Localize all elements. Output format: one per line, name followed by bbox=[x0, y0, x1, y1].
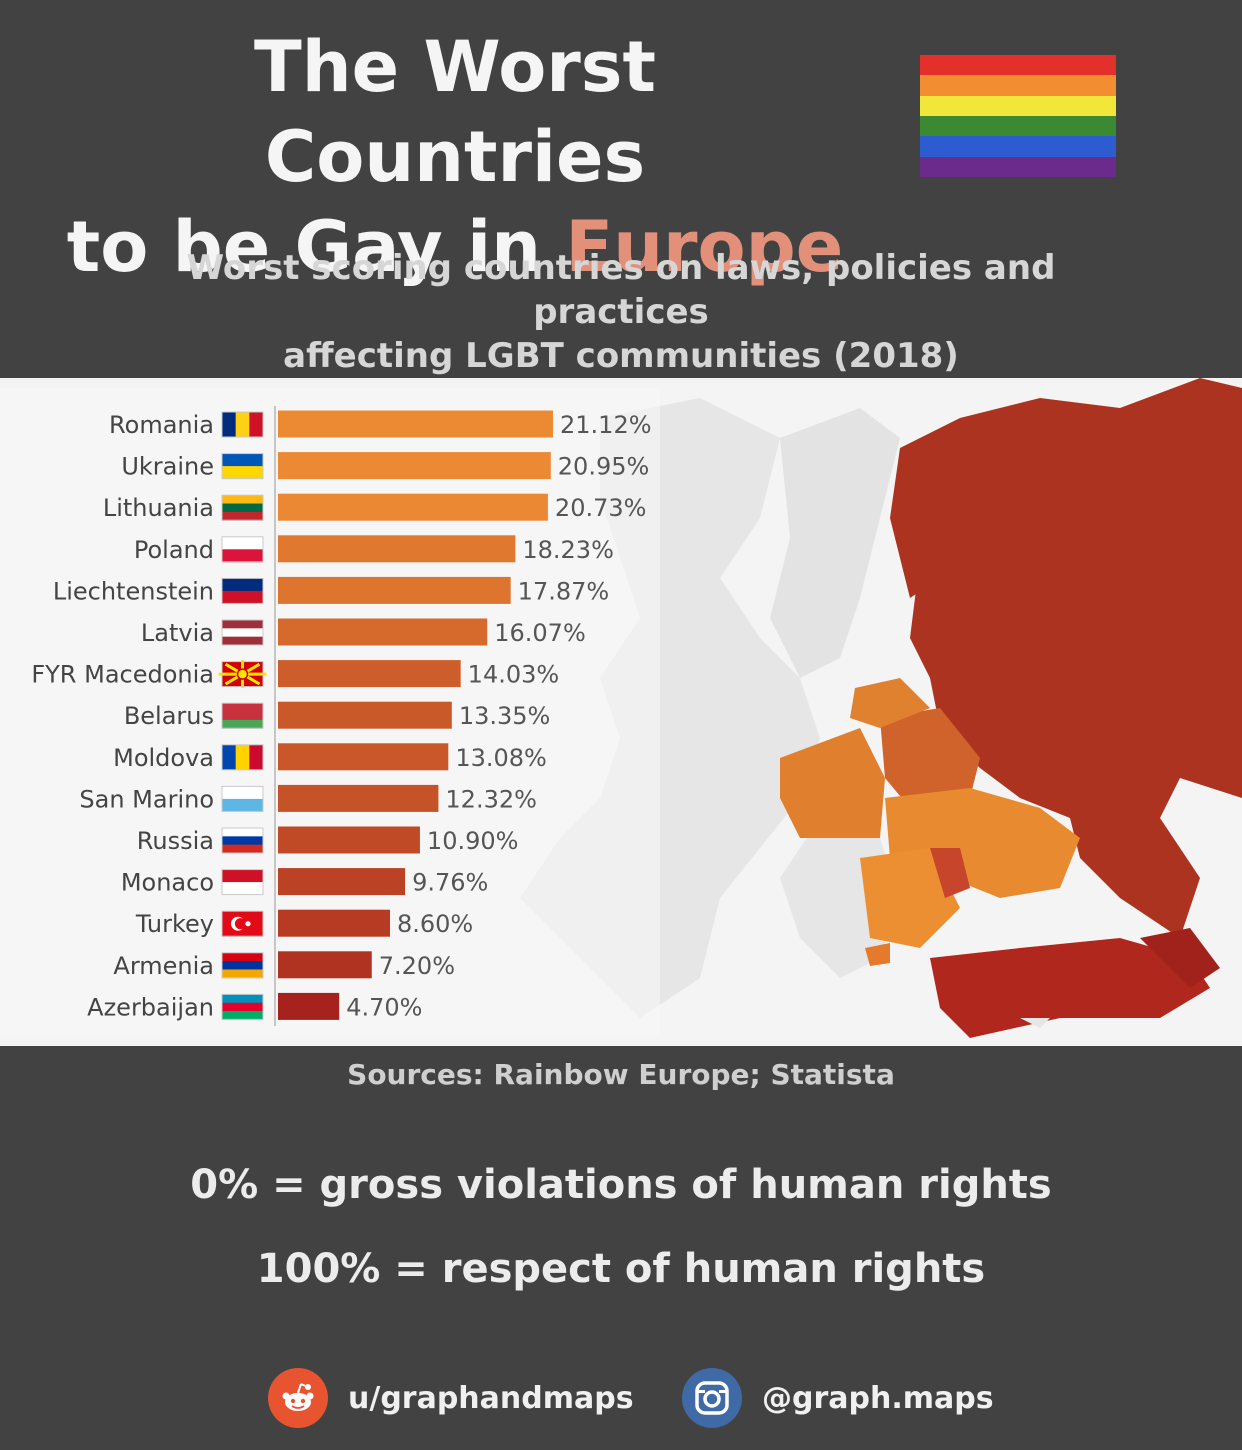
flag-icon-belarus bbox=[221, 702, 264, 729]
value-label-fyr-macedonia: 14.03% bbox=[468, 661, 560, 689]
map-greece-patch bbox=[865, 943, 890, 966]
bar-turkey bbox=[278, 909, 390, 937]
instagram-handle[interactable]: @graph.maps bbox=[762, 1380, 994, 1416]
reddit-icon[interactable] bbox=[268, 1368, 328, 1428]
rainbow-stripe-6 bbox=[920, 156, 1116, 177]
value-label-russia: 10.90% bbox=[427, 827, 519, 855]
bar-latvia bbox=[278, 618, 488, 646]
instagram-icon[interactable] bbox=[682, 1368, 742, 1428]
flag-icon-liechtenstein bbox=[221, 577, 264, 604]
value-label-armenia: 7.20% bbox=[379, 952, 455, 980]
map-baltics bbox=[850, 678, 930, 728]
legend-hundred-percent: 100% = respect of human rights bbox=[256, 1246, 986, 1292]
bar-san-marino bbox=[278, 784, 439, 812]
title-line-1: The Worst Countries bbox=[254, 26, 656, 198]
subtitle-line-1: Worst scoring countries on laws, policie… bbox=[186, 248, 1056, 332]
map-poland bbox=[780, 728, 885, 838]
bar-moldova bbox=[278, 743, 449, 771]
legend-zero-percent: 0% = gross violations of human rights bbox=[190, 1162, 1052, 1208]
map-caucasus bbox=[1140, 928, 1220, 988]
flag-icon-san-marino bbox=[221, 785, 264, 812]
bar-belarus bbox=[278, 701, 452, 729]
flag-icon-romania bbox=[221, 411, 264, 438]
value-label-azerbaijan: 4.70% bbox=[346, 993, 422, 1021]
chart-panel: Romania 21.12% Ukraine 20.95% Lithuania 20.73… bbox=[0, 378, 1242, 1046]
category-label-ukraine: Ukraine bbox=[121, 453, 214, 481]
category-label-azerbaijan: Azerbaijan bbox=[87, 993, 214, 1021]
value-label-monaco: 9.76% bbox=[412, 869, 488, 897]
title-line-2: to be Gay in Europe bbox=[60, 202, 850, 292]
flag-icon-poland bbox=[221, 536, 264, 563]
bar-lithuania bbox=[278, 493, 548, 521]
rainbow-stripe-5 bbox=[920, 136, 1116, 157]
map-romania bbox=[860, 848, 960, 948]
rainbow-flag-icon bbox=[920, 55, 1116, 177]
rainbow-stripe-1 bbox=[920, 55, 1116, 76]
flag-icon-lithuania bbox=[221, 494, 264, 521]
bars-group: Romania 21.12% Ukraine 20.95% Lithuania 20.73… bbox=[31, 410, 652, 1021]
bar-ukraine bbox=[278, 452, 551, 480]
value-label-romania: 21.12% bbox=[560, 411, 652, 439]
value-label-belarus: 13.35% bbox=[459, 702, 551, 730]
reddit-handle[interactable]: u/graphandmaps bbox=[348, 1380, 634, 1416]
flag-icon-moldova bbox=[221, 744, 264, 771]
flag-icon-azerbaijan bbox=[221, 993, 264, 1020]
value-label-latvia: 16.07% bbox=[494, 619, 586, 647]
title-line-2-prefix: to be Gay in bbox=[66, 206, 566, 288]
value-label-turkey: 8.60% bbox=[397, 910, 473, 938]
rainbow-stripe-4 bbox=[920, 115, 1116, 137]
category-label-san-marino: San Marino bbox=[79, 785, 214, 813]
category-label-turkey: Turkey bbox=[135, 910, 214, 938]
map-turkey bbox=[930, 938, 1210, 1038]
map-russia bbox=[900, 378, 1242, 938]
category-label-poland: Poland bbox=[134, 536, 214, 564]
rainbow-stripe-3 bbox=[920, 95, 1116, 116]
subtitle: Worst scoring countries on laws, policie… bbox=[100, 246, 1142, 378]
flag-icon-armenia bbox=[221, 952, 264, 979]
bar-monaco bbox=[278, 868, 406, 896]
category-label-monaco: Monaco bbox=[121, 869, 214, 897]
map-cyprus bbox=[1020, 1018, 1050, 1028]
value-label-ukraine: 20.95% bbox=[558, 453, 650, 481]
value-label-liechtenstein: 17.87% bbox=[518, 577, 610, 605]
reddit-credit[interactable]: u/graphandmaps bbox=[268, 1368, 634, 1428]
category-label-russia: Russia bbox=[137, 827, 214, 855]
bar-azerbaijan bbox=[278, 992, 340, 1020]
bar-chart: Romania 21.12% Ukraine 20.95% Lithuania 20.73… bbox=[0, 388, 660, 1038]
bar-russia bbox=[278, 826, 420, 854]
category-label-moldova: Moldova bbox=[113, 744, 214, 772]
flag-icon-russia bbox=[221, 827, 264, 854]
flag-icon-fyr-macedonia bbox=[218, 660, 267, 689]
category-label-liechtenstein: Liechtenstein bbox=[53, 577, 214, 605]
flag-icon-ukraine bbox=[221, 453, 264, 480]
map-land-scandinavia bbox=[770, 408, 900, 678]
value-label-lithuania: 20.73% bbox=[555, 494, 647, 522]
category-label-romania: Romania bbox=[109, 411, 214, 439]
rainbow-stripe-2 bbox=[920, 75, 1116, 96]
flag-icon-monaco bbox=[221, 869, 264, 896]
category-label-fyr-macedonia: FYR Macedonia bbox=[31, 661, 214, 689]
value-label-san-marino: 12.32% bbox=[445, 785, 537, 813]
sources-caption: Sources: Rainbow Europe; Statista bbox=[347, 1058, 895, 1091]
map-moldova bbox=[930, 848, 970, 898]
flag-icon-turkey bbox=[221, 910, 264, 937]
page-title: The Worst Countries to be Gay in Europe bbox=[60, 22, 850, 292]
map-finland-shape bbox=[890, 448, 960, 598]
category-label-armenia: Armenia bbox=[113, 952, 214, 980]
subtitle-line-2: affecting LGBT communities (2018) bbox=[283, 336, 959, 376]
category-label-belarus: Belarus bbox=[124, 702, 214, 730]
value-label-moldova: 13.08% bbox=[455, 744, 547, 772]
map-belarus bbox=[880, 708, 980, 808]
category-label-latvia: Latvia bbox=[141, 619, 214, 647]
bar-liechtenstein bbox=[278, 576, 511, 604]
value-label-poland: 18.23% bbox=[522, 536, 614, 564]
category-label-lithuania: Lithuania bbox=[103, 494, 214, 522]
bar-armenia bbox=[278, 951, 372, 979]
bar-poland bbox=[278, 535, 516, 563]
bar-romania bbox=[278, 410, 553, 438]
instagram-credit[interactable]: @graph.maps bbox=[682, 1368, 994, 1428]
title-accent-europe: Europe bbox=[565, 206, 844, 288]
bar-fyr-macedonia bbox=[278, 660, 461, 688]
flag-icon-latvia bbox=[221, 619, 264, 646]
